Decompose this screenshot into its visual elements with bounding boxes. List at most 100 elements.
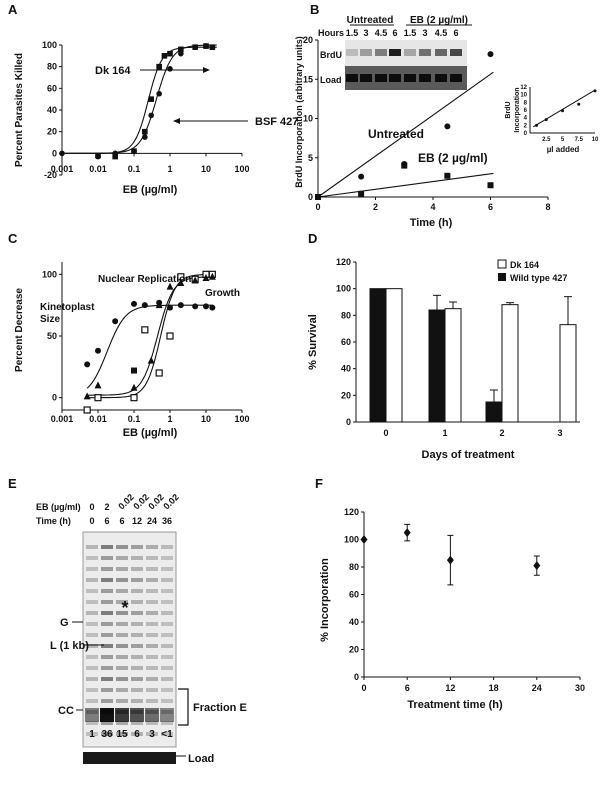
d-legend-swatch-dk164 — [497, 259, 507, 269]
e-quantity: 36 — [101, 729, 113, 740]
b-ytick-label: 15 — [303, 74, 313, 84]
b-ytick-label: 20 — [303, 35, 313, 45]
c-ytick-label: 50 — [47, 331, 57, 341]
b-blot-brdu-band — [360, 49, 372, 56]
a-point-bsf427 — [131, 148, 137, 154]
e-gel-band — [146, 677, 158, 681]
e-gel-band — [116, 732, 128, 736]
e-gel-fraction-band — [85, 708, 99, 722]
c-xlabel: EB (µg/ml) — [123, 427, 178, 439]
f-xlabel: Treatment time (h) — [407, 699, 503, 711]
e-header-eb: EB (µg/ml) — [36, 502, 81, 512]
e-gel-band — [86, 655, 98, 659]
b-inset-point — [593, 89, 597, 93]
b-blot-row-load: Load — [320, 75, 342, 85]
e-gel-band — [116, 578, 128, 582]
d-ytick-label: 120 — [336, 257, 351, 267]
b-xlabel: Time (h) — [410, 217, 453, 229]
e-gel-band — [146, 721, 158, 725]
e-time-value: 0 — [89, 516, 94, 526]
e-gel-band — [86, 732, 98, 736]
e-gel-band — [101, 589, 113, 593]
e-gel-band — [146, 622, 158, 626]
b-inset-point — [577, 102, 581, 106]
e-gel-band — [161, 644, 173, 648]
b-blot-hour: 1.5 — [404, 28, 417, 38]
c-point-circle — [141, 302, 148, 309]
c-xtick-label: 0.01 — [89, 414, 107, 424]
e-gel-band — [131, 611, 143, 615]
e-gel-band — [161, 710, 173, 714]
b-blot-hour: 6 — [453, 28, 458, 38]
a-point-bsf427 — [167, 66, 173, 72]
e-eb-value: 2 — [104, 502, 109, 512]
e-gel-fraction-band — [145, 708, 159, 722]
b-blot-brdu-band — [435, 49, 447, 56]
e-gel-band — [116, 556, 128, 560]
e-quantity: <1 — [161, 729, 173, 740]
b-blot-brdu-band — [404, 49, 416, 56]
e-gel-band — [146, 732, 158, 736]
e-gel-band — [131, 556, 143, 560]
e-bracket-label: Fraction E — [193, 702, 247, 714]
c-point-triangle — [191, 276, 199, 284]
f-ytick-label: 120 — [344, 507, 359, 517]
e-gel-band — [101, 677, 113, 681]
e-gel-lane — [160, 545, 174, 736]
a-ytick-label: 0 — [52, 148, 57, 158]
f-point — [446, 555, 454, 565]
e-gel-band — [131, 732, 143, 736]
c-annotation-kinetoplast: Kinetoplast — [40, 302, 95, 313]
c-point-open-square — [141, 326, 149, 334]
b-inset-ylabel-1: BrdU — [505, 101, 512, 118]
e-quantity: 1 — [89, 729, 95, 740]
e-gel-band — [116, 633, 128, 637]
f-point — [403, 528, 411, 538]
f-xtick-label: 12 — [445, 683, 455, 693]
a-point-dk164 — [161, 53, 168, 59]
d-ytick-label: 100 — [336, 284, 351, 294]
a-ytick-label: 40 — [47, 105, 57, 115]
b-inset-point — [535, 123, 538, 127]
b-blot-brdu-band — [419, 49, 431, 56]
e-gel-band — [146, 600, 158, 604]
a-ytick-label: 20 — [47, 127, 57, 137]
e-gel-band — [146, 589, 158, 593]
b-point-untreated — [487, 51, 494, 58]
a-ylabel: Percent Parasites Killed — [14, 53, 25, 167]
e-load-label: Load — [188, 753, 214, 765]
e-star: * — [121, 598, 128, 618]
b-blot-hour: 3 — [363, 28, 368, 38]
e-gel-band — [101, 578, 113, 582]
e-gel — [82, 531, 177, 748]
a-xtick-label: 100 — [234, 164, 249, 174]
e-gel-band — [116, 567, 128, 571]
a-xtick-label: 10 — [201, 164, 211, 174]
c-ylabel: Percent Decrease — [14, 288, 25, 372]
e-header-time: Time (h) — [36, 516, 71, 526]
a-annotation-bsf427: BSF 427 — [255, 116, 298, 128]
e-gel-band — [101, 622, 113, 626]
b-blot-load-band — [375, 74, 387, 82]
b-xtick-label: 6 — [488, 202, 493, 212]
c-xtick-label: 10 — [201, 414, 211, 424]
f-ytick-label: 60 — [349, 590, 359, 600]
e-gel-band — [161, 732, 173, 736]
e-gel-band — [131, 666, 143, 670]
e-gel-band — [86, 721, 98, 725]
e-gel-band — [161, 600, 173, 604]
c-point-circle — [112, 318, 119, 325]
panel-label-b: B — [310, 2, 319, 17]
e-row-label-l: L (1 kb) — [50, 640, 89, 652]
e-gel-band — [161, 589, 173, 593]
b-inset-xlabel: µl added — [547, 145, 580, 154]
panel-label-f: F — [315, 476, 323, 491]
d-bar-wt427 — [369, 288, 387, 423]
c-point-open-square — [130, 394, 138, 402]
b-blot-group-untreated: Untreated — [347, 15, 394, 26]
b-inset-ytick-label: 12 — [520, 85, 527, 91]
a-point-bsf427 — [59, 150, 65, 157]
e-gel-band — [131, 622, 143, 626]
e-gel-band — [86, 589, 98, 593]
